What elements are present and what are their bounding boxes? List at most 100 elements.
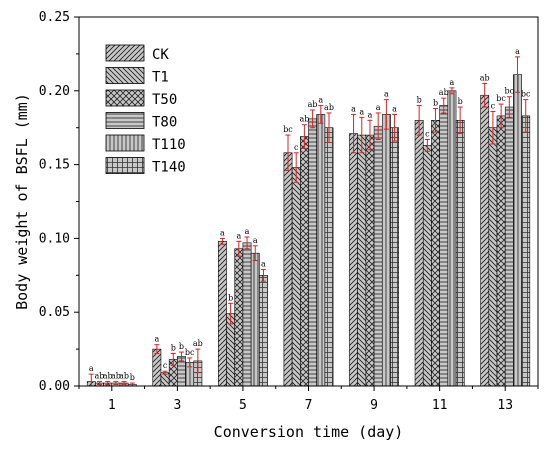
error-bar-t1-day-9 bbox=[359, 116, 365, 154]
bar-t80-day-7 bbox=[308, 118, 317, 387]
bar-t50-day-13 bbox=[496, 115, 506, 387]
bars-layer bbox=[86, 74, 531, 387]
significance-label: a bbox=[368, 110, 373, 119]
legend-label-t50: T50 bbox=[152, 92, 177, 108]
error-bar-t140-day-3 bbox=[195, 348, 201, 374]
significance-label: ab bbox=[308, 100, 318, 109]
error-bar-t140-day-13 bbox=[523, 99, 529, 133]
significance-label: c bbox=[491, 101, 496, 110]
x-tick-label: 7 bbox=[305, 398, 313, 413]
significance-label: ab bbox=[95, 372, 105, 381]
bar-t1-day-9 bbox=[357, 134, 367, 387]
significance-label: bc bbox=[521, 90, 531, 99]
error-bar-t1-day-13 bbox=[490, 110, 496, 145]
x-tick-label: 11 bbox=[432, 398, 448, 413]
significance-label: c bbox=[425, 130, 430, 139]
significance-label: ab bbox=[324, 103, 334, 112]
error-bar-t110-day-7 bbox=[318, 105, 324, 124]
error-bar-ck-day-3 bbox=[154, 344, 160, 355]
error-bar-t1-day-11 bbox=[424, 139, 430, 152]
error-bar-ck-day-7 bbox=[285, 134, 291, 172]
error-bar-t110-day-1 bbox=[121, 381, 127, 386]
error-bar-t140-day-5 bbox=[260, 268, 266, 282]
error-bar-t140-day-9 bbox=[392, 113, 398, 142]
significance-label: a bbox=[261, 259, 266, 268]
significance-label: ab bbox=[103, 372, 113, 381]
significance-label: b bbox=[433, 99, 438, 108]
error-bar-ck-day-5 bbox=[219, 237, 225, 245]
significance-label: ab bbox=[439, 88, 449, 97]
error-bar-t140-day-11 bbox=[457, 106, 463, 135]
legend-label-t110: T110 bbox=[152, 137, 186, 153]
error-bar-t110-day-3 bbox=[187, 357, 193, 368]
bar-t110-day-13 bbox=[513, 74, 522, 387]
legend-label-t80: T80 bbox=[152, 115, 177, 131]
significance-label: a bbox=[351, 104, 356, 113]
bar-t1-day-11 bbox=[422, 145, 432, 387]
error-bar-t80-day-11 bbox=[441, 97, 447, 114]
x-tick-label: 1 bbox=[108, 398, 116, 413]
axes-layer: 0.000.050.100.150.200.251 3 5 7 9 11 13 bbox=[39, 10, 539, 413]
error-bar-t50-day-11 bbox=[433, 108, 439, 133]
bar-t80-day-5 bbox=[242, 242, 252, 387]
error-bar-t1-day-3 bbox=[162, 370, 168, 375]
bar-t50-day-9 bbox=[365, 134, 375, 387]
x-tick-label: 3 bbox=[173, 398, 181, 413]
significance-label: ab bbox=[111, 372, 121, 381]
bar-t1-day-13 bbox=[488, 127, 498, 387]
error-bar-t80-day-3 bbox=[178, 351, 184, 362]
significance-label: bc bbox=[283, 125, 293, 134]
legend-swatch-ck bbox=[105, 44, 145, 62]
bar-t140-day-5 bbox=[259, 274, 268, 387]
error-bar-t80-day-9 bbox=[375, 112, 381, 141]
significance-label: a bbox=[384, 90, 389, 99]
x-tick-label: 13 bbox=[497, 398, 513, 413]
x-tick-label: 9 bbox=[370, 398, 378, 413]
bar-t1-day-5 bbox=[226, 313, 236, 387]
bar-ck-day-3 bbox=[152, 348, 162, 387]
bar-t140-day-7 bbox=[324, 127, 334, 387]
bar-t1-day-7 bbox=[291, 167, 301, 387]
significance-label: c bbox=[294, 143, 299, 152]
bar-t140-day-13 bbox=[521, 115, 531, 387]
bar-t110-day-7 bbox=[316, 114, 326, 387]
significance-label: a bbox=[245, 227, 250, 236]
bar-t50-day-11 bbox=[431, 120, 440, 387]
bar-t110-day-5 bbox=[250, 252, 260, 387]
significance-label: b bbox=[228, 293, 233, 302]
bar-t80-day-11 bbox=[439, 105, 449, 387]
bar-ck-day-9 bbox=[349, 133, 358, 387]
bar-t110-day-11 bbox=[447, 90, 457, 387]
x-tick-label: 5 bbox=[239, 398, 247, 413]
error-bar-t50-day-7 bbox=[301, 124, 307, 149]
significance-label: bc bbox=[505, 87, 515, 96]
error-bar-t1-day-7 bbox=[293, 152, 299, 183]
error-bar-t110-day-9 bbox=[383, 99, 389, 130]
legend-swatch-t1 bbox=[105, 67, 145, 84]
y-tick-label: 0.00 bbox=[39, 379, 70, 394]
legend-label-t140: T140 bbox=[152, 160, 186, 176]
bar-ck-day-11 bbox=[414, 120, 424, 387]
y-axis-title: Body weight of BSFL (mm) bbox=[13, 93, 31, 310]
error-bar-t1-day-5 bbox=[228, 302, 234, 325]
error-bar-t140-day-7 bbox=[326, 112, 332, 143]
legend-swatch-t110 bbox=[105, 134, 145, 152]
bar-t50-day-5 bbox=[234, 248, 244, 387]
bar-t80-day-9 bbox=[373, 125, 383, 387]
error-bar-t110-day-11 bbox=[449, 87, 455, 95]
y-tick-label: 0.15 bbox=[39, 158, 70, 173]
significance-label: ab bbox=[119, 372, 129, 381]
significance-label: a bbox=[318, 96, 323, 105]
significance-label: a bbox=[515, 47, 520, 56]
significance-label: a bbox=[236, 231, 241, 240]
significance-label: b bbox=[171, 344, 176, 353]
error-bar-t80-day-13 bbox=[506, 96, 512, 118]
significance-label: ab bbox=[193, 339, 203, 348]
bar-t1-day-3 bbox=[160, 372, 170, 387]
significance-label: a bbox=[376, 103, 381, 112]
legend-label-ck: CK bbox=[152, 47, 169, 63]
error-bar-t50-day-3 bbox=[170, 353, 176, 366]
bar-t110-day-9 bbox=[381, 114, 391, 387]
legend-label-t1: T1 bbox=[152, 70, 169, 86]
